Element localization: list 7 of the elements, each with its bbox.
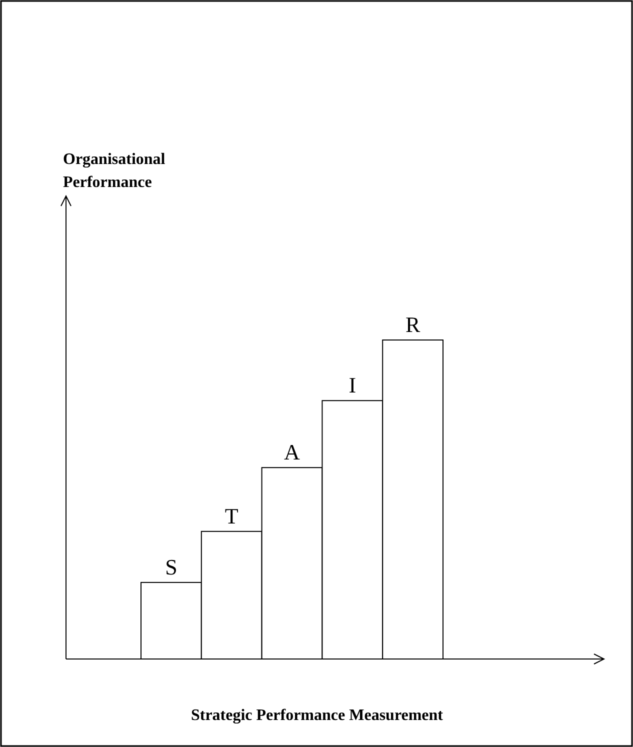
x-tick-label: T <box>224 503 239 528</box>
x-tick-label: A <box>284 440 300 465</box>
x-tick-label: I <box>348 372 356 398</box>
x-axis-title: Strategic Performance Measurement <box>190 707 444 724</box>
x-tick-label: S <box>165 554 178 580</box>
x-tick-label: R <box>405 312 420 337</box>
text: Organisational Performance <box>63 151 166 191</box>
